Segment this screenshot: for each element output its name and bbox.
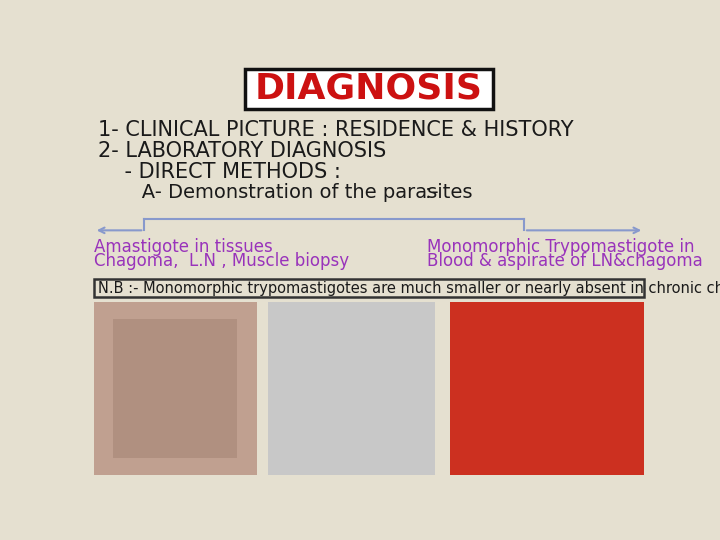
- Text: DIAGNOSIS: DIAGNOSIS: [255, 72, 483, 106]
- FancyBboxPatch shape: [451, 302, 644, 475]
- FancyBboxPatch shape: [94, 302, 256, 475]
- Text: Blood & aspirate of LN&chagoma: Blood & aspirate of LN&chagoma: [427, 252, 703, 270]
- Text: Amastigote in tissues: Amastigote in tissues: [94, 238, 273, 256]
- FancyBboxPatch shape: [113, 319, 238, 457]
- Text: 2- LABORATORY DIAGNOSIS: 2- LABORATORY DIAGNOSIS: [98, 141, 386, 161]
- Text: Chagoma,  L.N , Muscle biopsy: Chagoma, L.N , Muscle biopsy: [94, 252, 349, 270]
- FancyBboxPatch shape: [269, 302, 435, 475]
- Text: :-: :-: [400, 183, 438, 201]
- Text: 1- CLINICAL PICTURE : RESIDENCE & HISTORY: 1- CLINICAL PICTURE : RESIDENCE & HISTOR…: [98, 120, 573, 140]
- Text: Monomorphic Trypomastigote in: Monomorphic Trypomastigote in: [427, 238, 695, 256]
- FancyBboxPatch shape: [245, 69, 493, 109]
- Text: - DIRECT METHODS :: - DIRECT METHODS :: [98, 162, 341, 182]
- FancyBboxPatch shape: [94, 279, 644, 298]
- Text: A- Demonstration of the parasites: A- Demonstration of the parasites: [98, 183, 472, 201]
- Text: N.B :- Monomorphic trypomastigotes are much smaller or nearly absent in chronic : N.B :- Monomorphic trypomastigotes are m…: [98, 281, 720, 295]
